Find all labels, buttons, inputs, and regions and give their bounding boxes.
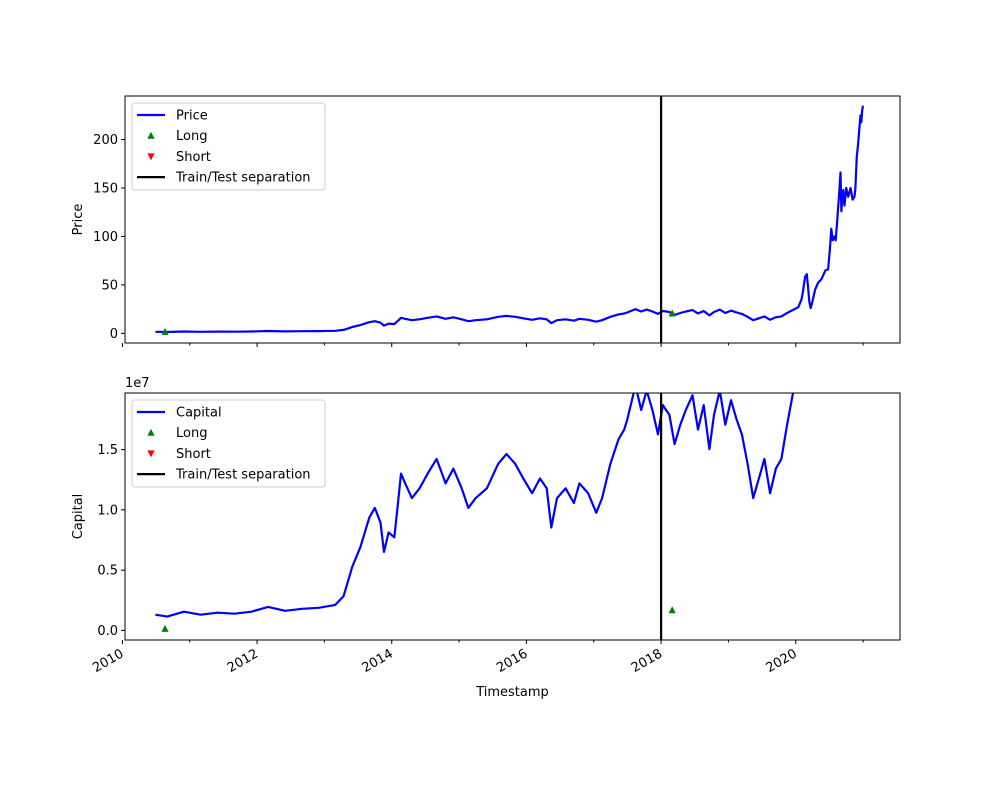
- legend-label: Long: [176, 129, 207, 144]
- x-tick-label: 2012: [225, 646, 261, 676]
- legend-swatch-long: [147, 428, 155, 436]
- legend-label: Short: [176, 447, 211, 462]
- legend-box: [131, 102, 326, 191]
- x-axis-label: Timestamp: [475, 685, 549, 700]
- legend-label: Capital: [176, 406, 222, 421]
- legend-box: [131, 399, 326, 488]
- axes-frame: [124, 95, 901, 344]
- y-tick-label: 0.0: [97, 624, 118, 639]
- x-tick-label: 2014: [360, 646, 396, 676]
- y-tick-label: 50: [101, 278, 118, 293]
- y-tick-label: 1.5: [97, 443, 118, 458]
- legend-swatch-long: [147, 131, 155, 139]
- legend-swatch-short: [147, 153, 155, 161]
- legend: Price Long Short Train/Test separation: [131, 102, 326, 191]
- y-axis-label: Price: [71, 204, 86, 236]
- panel-top: 0 50 100 150 200 Price Price Long Short Train/Tes…: [71, 95, 901, 347]
- y-tick-label: 100: [93, 230, 118, 245]
- x-tick-label: 2020: [764, 646, 800, 676]
- long-marker: [668, 606, 676, 614]
- legend-label: Train/Test separation: [175, 171, 311, 186]
- y-tick-label: 150: [93, 182, 118, 197]
- long-marker: [161, 327, 169, 335]
- long-marker: [668, 309, 676, 317]
- legend-label: Price: [176, 109, 208, 124]
- y-offset-label: 1e7: [125, 376, 150, 391]
- y-tick-label: 0: [110, 327, 118, 342]
- legend: Capital Long Short Train/Test separation: [131, 399, 326, 488]
- y-tick-label: 1.0: [97, 503, 118, 518]
- x-tick-label: 2010: [90, 646, 126, 676]
- axes-frame: [124, 392, 901, 641]
- y-tick-label: 200: [93, 133, 118, 148]
- legend-label: Short: [176, 150, 211, 165]
- legend-label: Train/Test separation: [175, 468, 311, 483]
- y-axis-label: Capital: [71, 494, 86, 540]
- x-tick-label: 2016: [494, 646, 530, 676]
- x-tick-label: 2018: [629, 646, 665, 676]
- legend-swatch-short: [147, 450, 155, 458]
- y-tick-label: 0.5: [97, 564, 118, 579]
- long-marker: [161, 624, 169, 632]
- series-line-capital: [155, 393, 795, 618]
- legend-label: Long: [176, 426, 207, 441]
